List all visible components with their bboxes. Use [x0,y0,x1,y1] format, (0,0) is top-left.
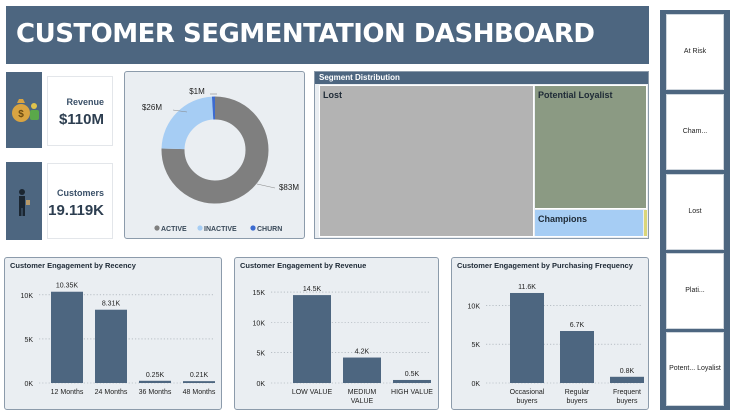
donut-leader-line [256,183,276,189]
legend-label-churn: CHURN [257,226,282,233]
bar-data-label: 10.35K [56,283,79,290]
bar-data-label: 4.2K [355,349,370,356]
customers-icon-box [6,162,42,240]
revenue-value: $110M [58,111,104,128]
person-icon [19,189,30,216]
bar-data-label: 8.31K [102,301,121,308]
donut-slice-inactive [161,96,214,150]
x-tick-label: Occasional [510,389,545,396]
recency-chart-title: Customer Engagement by Recency [10,261,136,270]
y-tick-label: 15K [253,290,266,297]
treemap-label-potential-loyalist: Potential Loyalist [538,90,613,100]
revenue-donut-chart: $83M $26M $1M ACTIVE INACTIVE CHURN [142,87,299,233]
y-tick-label: 5K [471,342,480,349]
x-tick-label: LOW VALUE [292,389,333,396]
revenue-icon-box: $ [6,72,42,148]
frequency-chart-panel: Customer Engagement by Purchasing Freque… [451,257,649,410]
donut-data-label: $26M [142,103,162,112]
donut-leader-line [172,109,188,113]
y-tick-label: 5K [256,351,265,358]
bar-medium-value [343,357,381,383]
segment-distribution-header: Segment Distribution [315,72,648,84]
treemap-tile-potential-loyalist[interactable]: Potential Loyalist [535,86,646,209]
segment-slicer-sidebar: At Risk Cham... Lost Plati... Potent... … [660,10,730,410]
bar-data-label: 0.8K [620,368,635,375]
revenue-engagement-chart-title: Customer Engagement by Revenue [240,261,367,270]
bar-data-label: 0.21K [190,372,209,379]
bar-data-label: 14.5K [303,286,322,293]
x-tick-label: MEDIUM [348,389,377,396]
recency-chart-panel: Customer Engagement by Recency 0K 5K 10K 10… [4,257,222,410]
bar-regular-buyers [560,331,594,383]
x-tick-label: 12 Months [51,389,84,396]
legend-label-active: ACTIVE [161,226,187,233]
slicer-item-lost[interactable]: Lost [666,174,724,250]
bar-48-months [183,381,215,383]
legend-label-inactive: INACTIVE [204,226,237,233]
slicer-item-at-risk[interactable]: At Risk [666,14,724,90]
frequency-bar-chart: 0K 5K 10K 11.6K Occasional buyers 6.7K Regular b… [468,284,644,405]
slicer-item-potential-loyalist[interactable]: Potent... Loyalist [666,332,724,406]
bar-24-months [95,309,127,383]
y-tick-label: 0K [256,381,265,388]
revenue-engagement-chart-panel: Customer Engagement by Revenue 0K 5K 10K 15… [234,257,439,410]
x-tick-label: Frequent [613,389,641,396]
bar-occasional-buyers [510,292,544,383]
bar-36-months [139,380,171,383]
bar-12-months [51,291,83,383]
x-tick-label: buyers [516,398,538,405]
segment-distribution-panel: Segment Distribution Lost Potential Loya… [314,71,649,239]
donut-data-label: $83M [279,183,299,192]
recency-bar-chart: 0K 5K 10K 10.35K 12 Months 8.31K 24 Months 0.25… [21,283,216,396]
page-title: CUSTOMER SEGMENTATION DASHBOARD [16,19,595,49]
bar-frequent-buyers [610,376,644,383]
donut-slice-active [161,96,269,204]
y-tick-label: 10K [253,320,266,327]
x-tick-label: 48 Months [183,389,216,396]
y-tick-label: 5K [24,337,33,344]
x-tick-label: Regular [565,389,590,396]
x-tick-label: buyers [616,398,638,405]
bar-data-label: 11.6K [518,284,536,291]
dashboard-header: CUSTOMER SEGMENTATION DASHBOARD [6,6,649,64]
customers-card: Customers 19.119K [47,163,113,239]
bar-data-label: 0.5K [405,371,420,378]
treemap-tile-platinum[interactable] [644,210,647,236]
slicer-item-champions[interactable]: Cham... [666,94,724,170]
x-tick-label: buyers [566,398,588,405]
y-tick-label: 0K [24,381,33,388]
x-tick-label: 24 Months [95,389,128,396]
y-tick-label: 10K [21,293,34,300]
revenue-engagement-bar-chart: 0K 5K 10K 15K 14.5K LOW VALUE 4.2K MEDIUM VALUE 0… [253,286,434,405]
x-tick-label: 36 Months [139,389,172,396]
slicer-item-platinum[interactable]: Plati... [666,253,724,329]
svg-text:$: $ [18,109,24,120]
legend-marker-inactive [197,225,203,231]
legend-marker-active [154,225,160,231]
treemap-area: Lost Potential Loyalist Champions [319,85,647,237]
treemap-tile-champions[interactable]: Champions [535,210,643,236]
legend-marker-churn [250,225,256,231]
customers-value: 19.119K [48,202,104,219]
customers-label: Customers [56,188,104,198]
x-tick-label: VALUE [351,398,374,405]
treemap-tile-lost[interactable]: Lost [320,86,534,236]
treemap-label-lost: Lost [323,90,342,100]
revenue-card: Revenue $110M [47,76,113,146]
bar-data-label: 0.25K [146,372,165,379]
y-tick-label: 10K [468,303,481,310]
bar-high-value [393,379,431,383]
bar-data-label: 6.7K [570,322,585,329]
segment-distribution-title: Segment Distribution [319,73,400,82]
x-tick-label: HIGH VALUE [391,389,433,396]
y-tick-label: 0K [471,381,480,388]
bar-low-value [293,295,331,383]
money-bag-icon: $ [12,99,39,122]
revenue-status-donut-panel: $83M $26M $1M ACTIVE INACTIVE CHURN [124,71,305,239]
frequency-chart-title: Customer Engagement by Purchasing Freque… [457,261,633,270]
revenue-label: Revenue [66,97,104,107]
treemap-label-champions: Champions [538,214,588,224]
donut-data-label: $1M [189,87,205,96]
